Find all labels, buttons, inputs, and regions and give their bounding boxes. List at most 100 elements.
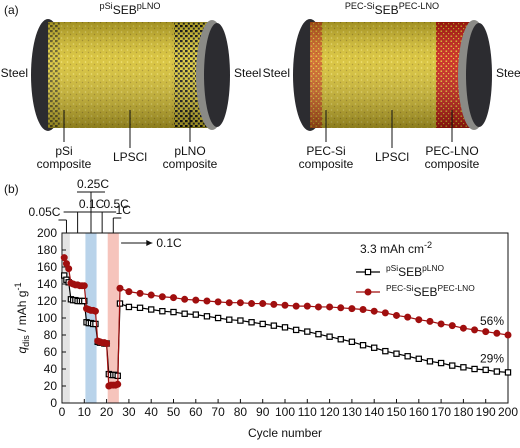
marker bbox=[158, 293, 166, 301]
marker bbox=[482, 328, 490, 336]
marker bbox=[136, 304, 144, 312]
marker bbox=[192, 296, 200, 304]
marker bbox=[359, 342, 367, 349]
cell-title-part: pSi bbox=[100, 1, 113, 11]
marker bbox=[460, 364, 467, 371]
marker bbox=[116, 284, 124, 292]
cell-title-part: SEB bbox=[375, 3, 399, 17]
y-tick-label: 0 bbox=[50, 396, 57, 410]
x-tick-label: 150 bbox=[386, 405, 406, 419]
marker bbox=[292, 302, 300, 310]
marker bbox=[504, 331, 512, 339]
marker bbox=[415, 355, 423, 363]
marker bbox=[181, 310, 188, 317]
marker bbox=[292, 326, 300, 334]
marker bbox=[370, 307, 378, 315]
x-tick-label: 190 bbox=[476, 405, 496, 419]
x-tick-label: 80 bbox=[234, 405, 248, 419]
cell-title-part: pLNO bbox=[137, 1, 161, 11]
x-tick-label: 140 bbox=[364, 405, 384, 419]
marker bbox=[65, 265, 73, 273]
marker bbox=[448, 322, 456, 330]
end-label: Steel bbox=[496, 66, 520, 80]
marker bbox=[326, 333, 333, 340]
x-tick-label: 70 bbox=[211, 405, 225, 419]
rate-label: 1C bbox=[116, 203, 132, 217]
layer-label: LPSCl bbox=[113, 150, 147, 164]
marker bbox=[281, 324, 289, 331]
rate-band bbox=[63, 233, 70, 403]
marker bbox=[248, 319, 255, 326]
legend-label-part: pLNO bbox=[422, 263, 444, 273]
legend-label: PEC-SiSEBPEC-LNO bbox=[386, 283, 475, 299]
marker bbox=[259, 300, 267, 308]
marker bbox=[437, 320, 445, 328]
marker bbox=[125, 303, 133, 311]
marker bbox=[449, 362, 456, 369]
marker bbox=[114, 380, 122, 388]
legend-label-part: PEC-LNO bbox=[437, 283, 475, 293]
legend-note-part: 3.3 mAh cm bbox=[360, 242, 424, 256]
marker bbox=[364, 268, 372, 276]
marker bbox=[493, 368, 501, 375]
x-tick-label: 130 bbox=[342, 405, 362, 419]
plot-frame bbox=[61, 232, 509, 404]
x-tick-label: 0 bbox=[59, 405, 66, 419]
marker bbox=[337, 336, 344, 343]
x-tick-label: 60 bbox=[189, 405, 203, 419]
marker bbox=[80, 282, 88, 290]
marker bbox=[81, 297, 88, 305]
marker bbox=[493, 329, 501, 337]
rate-band bbox=[107, 233, 119, 403]
marker bbox=[159, 308, 166, 315]
layer-label: pSi bbox=[55, 144, 72, 158]
legend-label-part: SEB bbox=[398, 265, 422, 279]
marker bbox=[471, 365, 478, 373]
x-tick-label: 180 bbox=[453, 405, 473, 419]
layer-label: composite bbox=[163, 157, 218, 171]
y-tick-label: 60 bbox=[44, 345, 58, 359]
marker bbox=[359, 306, 367, 313]
end-label: 29% bbox=[480, 351, 504, 365]
cell-title-part: PEC-LNO bbox=[399, 1, 439, 11]
x-tick-label: 30 bbox=[122, 405, 136, 419]
marker bbox=[304, 328, 311, 335]
marker bbox=[92, 320, 99, 328]
end-label: Steel bbox=[234, 66, 261, 80]
marker bbox=[192, 311, 199, 318]
layer-label: PEC-LNO bbox=[425, 144, 478, 158]
marker bbox=[147, 291, 155, 299]
marker bbox=[337, 304, 345, 312]
rate-label: 0.25C bbox=[77, 177, 109, 191]
x-tick-label: 50 bbox=[167, 405, 181, 419]
legend-label-part: SEB bbox=[413, 285, 437, 299]
end-label: 56% bbox=[480, 314, 504, 328]
marker bbox=[270, 322, 278, 329]
marker bbox=[371, 344, 378, 351]
y-axis-title: qdis / mAh g-1 bbox=[13, 282, 31, 353]
x-tick-label: 160 bbox=[409, 405, 429, 419]
x-tick-label: 110 bbox=[298, 405, 317, 419]
legend-label: pSiSEBpLNO bbox=[386, 263, 444, 279]
x-tick-label: 10 bbox=[78, 405, 92, 419]
end-label: Steel bbox=[1, 66, 28, 80]
marker bbox=[382, 347, 389, 355]
marker bbox=[314, 303, 322, 311]
marker bbox=[170, 294, 177, 302]
cell-title-part: PEC-Si bbox=[345, 1, 375, 11]
marker bbox=[504, 369, 512, 376]
legend-label-part: PEC-Si bbox=[386, 283, 414, 293]
x-axis-title: Cycle number bbox=[248, 426, 322, 440]
rate-label: 0.5C bbox=[103, 197, 129, 211]
legend-note-part: -2 bbox=[424, 240, 432, 250]
layer-label: pLNO bbox=[174, 144, 205, 158]
marker bbox=[203, 313, 211, 320]
marker bbox=[381, 309, 389, 317]
y-tick-label: 140 bbox=[37, 277, 57, 291]
y-tick-label: 160 bbox=[37, 260, 57, 274]
marker bbox=[170, 308, 177, 316]
x-tick-label: 20 bbox=[100, 405, 114, 419]
end-label: Steel bbox=[263, 66, 290, 80]
marker bbox=[236, 299, 244, 307]
